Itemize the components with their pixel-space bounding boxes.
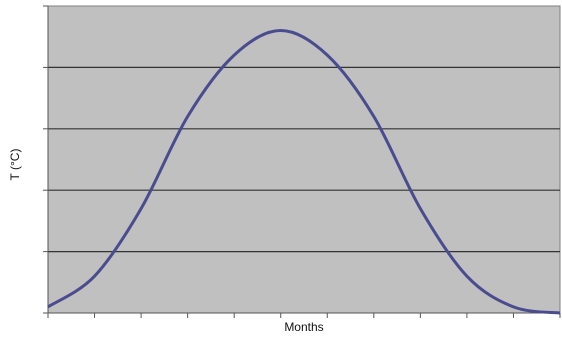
series-group xyxy=(47,29,561,315)
y-axis xyxy=(43,5,49,314)
x-axis xyxy=(47,312,561,318)
gridlines xyxy=(48,66,560,253)
x-axis-title: Months xyxy=(284,320,323,334)
plot-area xyxy=(47,5,561,314)
y-axis-title: T (°C) xyxy=(8,149,22,181)
series-line xyxy=(47,29,561,315)
